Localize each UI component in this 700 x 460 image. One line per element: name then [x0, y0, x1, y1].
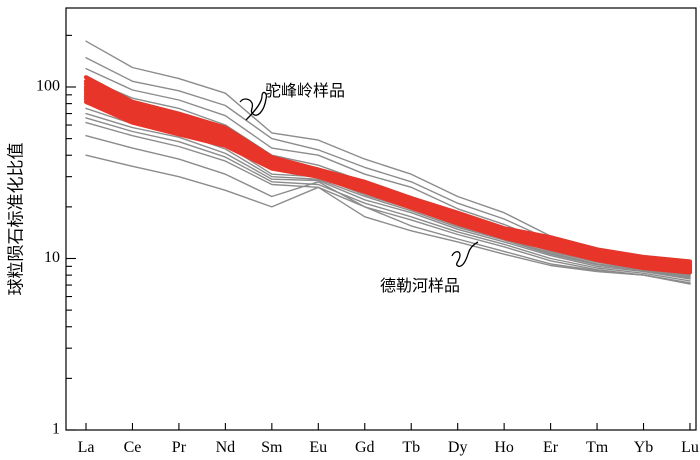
gray-series-group	[85, 40, 691, 285]
x-tick-label-eu: Eu	[309, 439, 327, 456]
plot-frame	[65, 7, 697, 431]
y-axis: 1 10 100	[36, 34, 76, 438]
gray-series-line-11	[85, 117, 691, 282]
gray-series-line-14	[85, 154, 691, 285]
y-tick-label: 1	[52, 421, 60, 438]
annotation-gray-label: 驼峰岭样品	[265, 81, 345, 100]
x-tick-label-sm: Sm	[261, 439, 283, 456]
y-axis-label: 球粒陨石标准化比值	[7, 143, 27, 296]
gray-series-line-12	[85, 121, 691, 284]
x-axis: La Ce Pr Nd Sm Eu Gd Tb Dy Ho Er Tm Yb Lu	[78, 423, 699, 456]
x-tick-label-gd: Gd	[355, 439, 375, 456]
red-series-line-1	[83, 75, 693, 264]
gray-series-line-1	[85, 40, 691, 267]
x-tick-label-yb: Yb	[634, 439, 654, 456]
gray-series-line-13	[85, 135, 691, 284]
y-tick-label: 100	[36, 78, 60, 95]
x-tick-label-nd: Nd	[216, 439, 236, 456]
annotation-break-mark-gray	[239, 91, 268, 121]
red-series-line-10	[83, 99, 693, 275]
x-tick-label-dy: Dy	[448, 439, 468, 456]
x-tick-label-la: La	[78, 439, 95, 456]
annotation-red-label: 德勒河样品	[380, 276, 460, 295]
gray-series-line-10	[85, 112, 691, 280]
x-tick-label-ce: Ce	[124, 439, 142, 456]
x-tick-label-tb: Tb	[402, 439, 420, 456]
x-tick-label-tm: Tm	[586, 439, 609, 456]
gray-series-line-3	[85, 67, 691, 272]
y-tick-label: 10	[44, 249, 60, 266]
x-tick-label-pr: Pr	[172, 439, 187, 456]
gray-series-line-2	[85, 57, 691, 270]
red-series-group	[83, 75, 693, 275]
x-tick-label-er: Er	[543, 439, 559, 456]
x-tick-label-lu: Lu	[681, 439, 699, 456]
annotation-break-mark-red	[451, 241, 479, 267]
x-tick-label-ho: Ho	[494, 439, 514, 456]
